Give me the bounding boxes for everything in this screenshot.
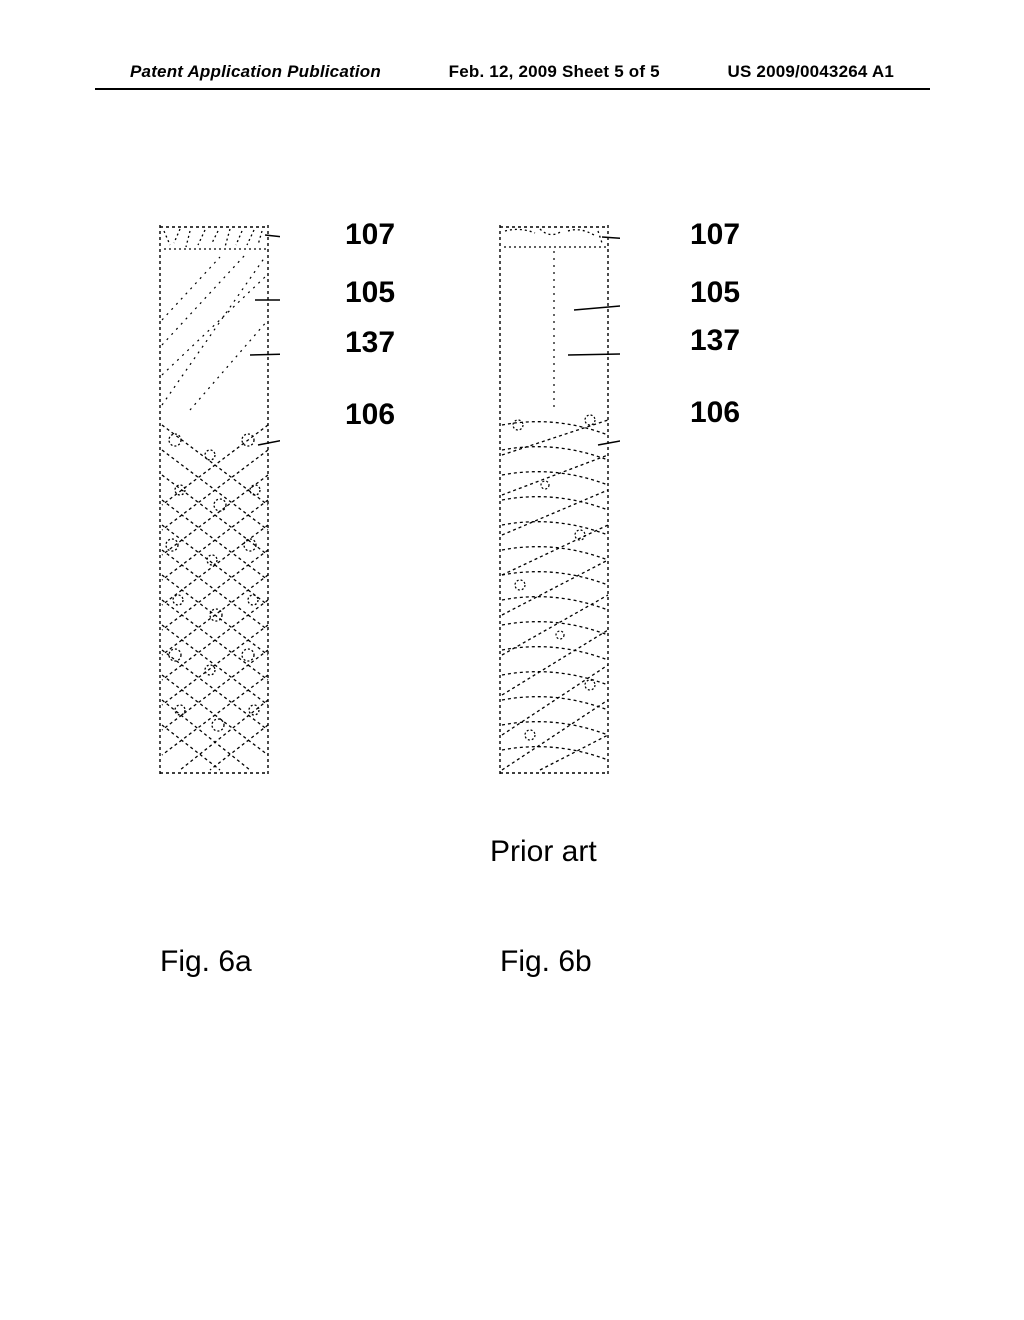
figure-6b-refs: 107 105 137 106 bbox=[690, 220, 740, 428]
ref-106: 106 bbox=[345, 400, 395, 430]
figure-6a: 107 105 137 106 bbox=[150, 225, 280, 775]
caption-fig-6a: Fig. 6a bbox=[160, 945, 252, 979]
ref-137: 137 bbox=[345, 328, 395, 358]
ref-107: 107 bbox=[345, 220, 395, 250]
page-header: Patent Application Publication Feb. 12, … bbox=[0, 62, 1024, 82]
figure-6b-drawing bbox=[490, 225, 620, 775]
header-mid: Feb. 12, 2009 Sheet 5 of 5 bbox=[449, 62, 660, 82]
ref-137-b: 137 bbox=[690, 326, 740, 356]
ref-107-b: 107 bbox=[690, 220, 740, 250]
figure-6a-refs: 107 105 137 106 bbox=[345, 220, 395, 430]
caption-fig-6b: Fig. 6b bbox=[500, 945, 592, 979]
ref-106-b: 106 bbox=[690, 398, 740, 428]
ref-105: 105 bbox=[345, 278, 395, 308]
header-left: Patent Application Publication bbox=[130, 62, 381, 82]
header-right: US 2009/0043264 A1 bbox=[727, 62, 894, 82]
prior-art-label: Prior art bbox=[490, 835, 597, 869]
ref-105-b: 105 bbox=[690, 278, 740, 308]
drawing-area: 107 105 137 106 bbox=[125, 225, 905, 1125]
figure-6b: 107 105 137 106 bbox=[490, 225, 620, 775]
header-rule bbox=[95, 88, 930, 90]
figure-6a-drawing bbox=[150, 225, 280, 775]
